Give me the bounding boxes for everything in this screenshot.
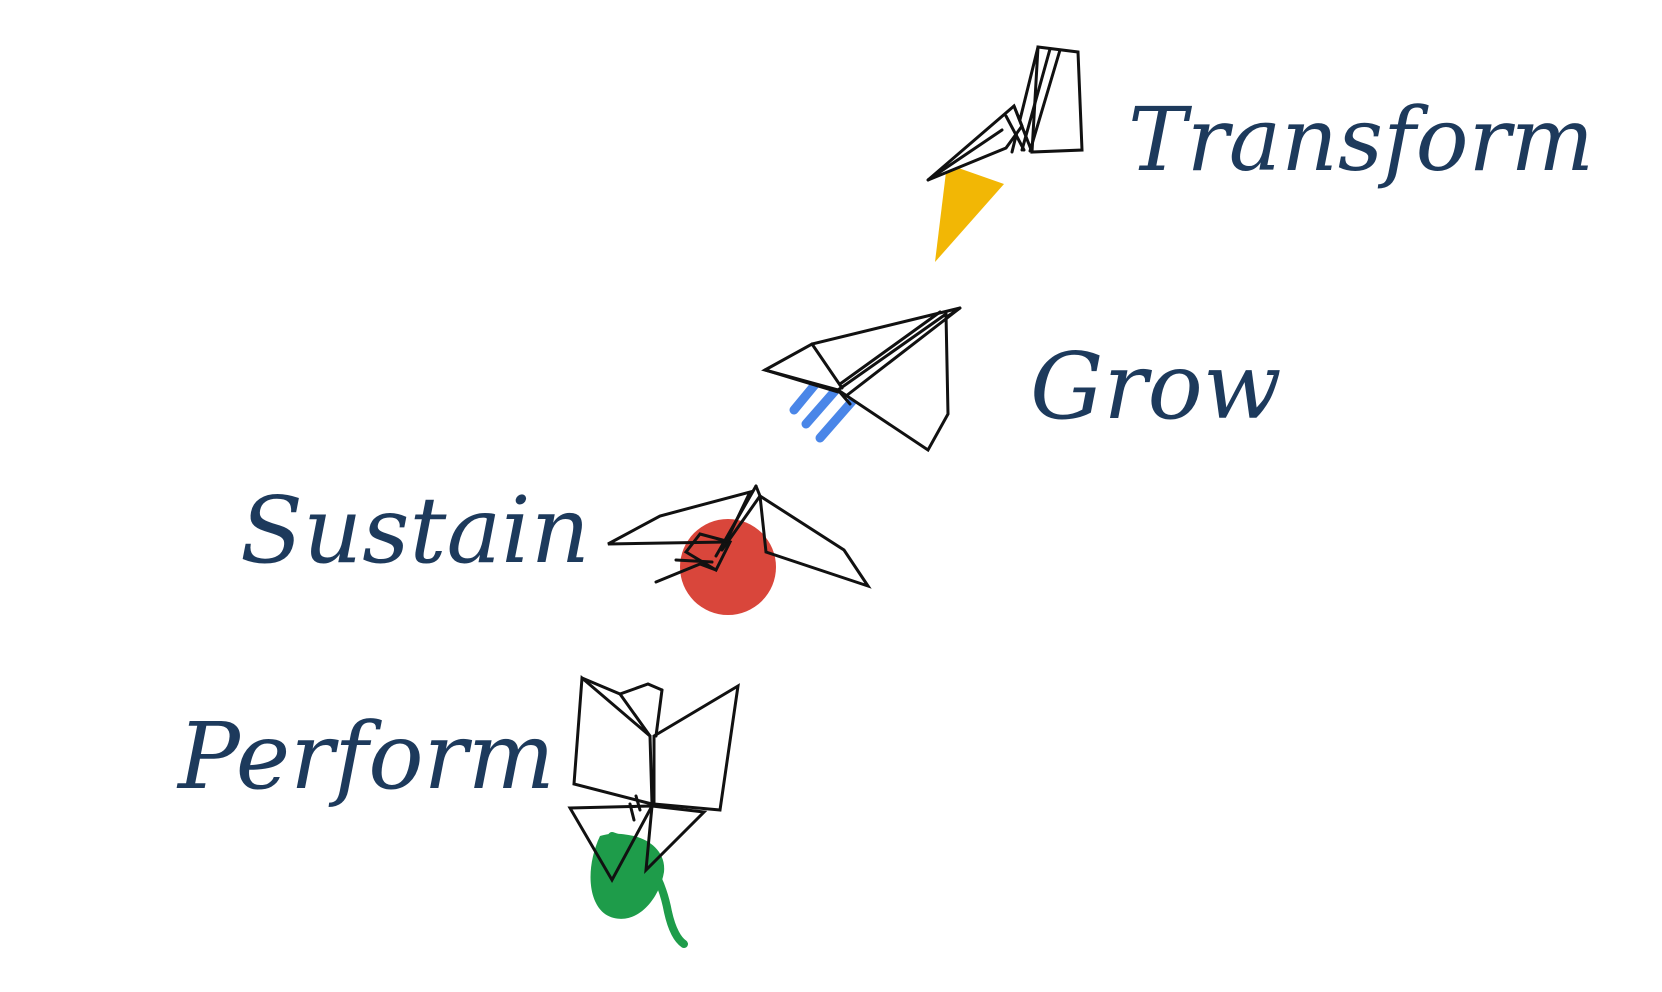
sustain-label: Sustain bbox=[240, 477, 590, 584]
perform-paper-plane-icon bbox=[567, 674, 740, 884]
transform-accent-triangle bbox=[935, 164, 1004, 262]
transform-label: Transform bbox=[1128, 88, 1594, 191]
perform-accent-stem bbox=[608, 832, 688, 948]
grow-label: Grow bbox=[1030, 333, 1282, 440]
grow-paper-plane-icon bbox=[761, 306, 962, 453]
stage-grow: Grow bbox=[761, 306, 1282, 453]
sustain-paper-plane-icon bbox=[607, 484, 872, 589]
stage-transform: Transform bbox=[926, 45, 1594, 262]
perform-label: Perform bbox=[176, 703, 555, 810]
stage-sustain: Sustain bbox=[240, 477, 872, 615]
stage-perform: Perform bbox=[176, 674, 740, 948]
transform-paper-plane-icon bbox=[926, 45, 1084, 182]
